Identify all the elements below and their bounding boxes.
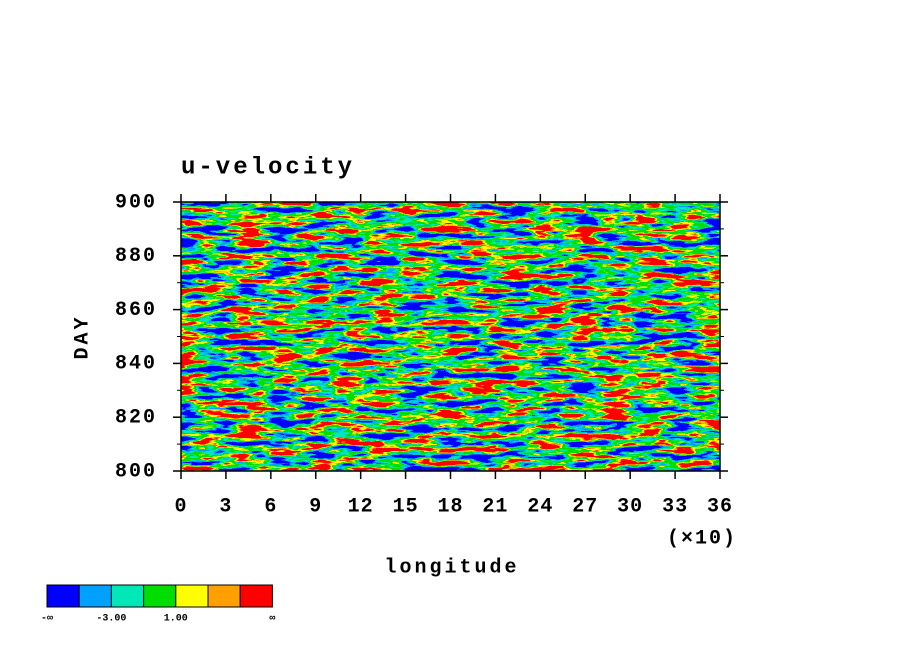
x-tick-label: 36: [707, 495, 733, 518]
shaded-field: [181, 202, 720, 471]
x-tick-label: 15: [393, 495, 419, 518]
x-tick-label: 33: [662, 495, 688, 518]
x-tick-label: 24: [527, 495, 553, 518]
colorbar-swatch: [110, 584, 145, 608]
x-tick-label: 12: [348, 495, 374, 518]
x-tick-label: 6: [264, 495, 277, 518]
x-tick-label: 18: [437, 495, 463, 518]
colorbar-swatch: [143, 584, 177, 608]
x-tick-label: 0: [174, 495, 187, 518]
colorbar-label: -3.00: [96, 614, 126, 625]
x-tick-label: 30: [617, 495, 643, 518]
colorbar-swatch: [175, 584, 209, 608]
colorbar-label: 1.00: [164, 614, 188, 625]
x-axis-multiplier: (×10): [667, 527, 737, 550]
y-tick-label: 840: [115, 353, 157, 376]
y-tick-label: 820: [115, 406, 157, 429]
y-axis-label: DAY: [71, 314, 94, 359]
y-tick-label: 860: [115, 299, 157, 322]
x-tick-label: 21: [482, 495, 508, 518]
x-tick-label: 9: [309, 495, 322, 518]
colorbar-label: ∞: [269, 614, 275, 625]
colorbar-label: -∞: [41, 614, 53, 625]
x-axis-label: longitude: [384, 556, 519, 579]
colorbar-swatch: [46, 584, 80, 608]
x-tick-label: 3: [219, 495, 232, 518]
x-tick-label: 27: [572, 495, 598, 518]
y-tick-label: 800: [115, 460, 157, 483]
colorbar-swatch: [78, 584, 112, 608]
colorbar-swatch: [207, 584, 241, 608]
y-tick-label: 900: [115, 191, 157, 214]
y-tick-label: 880: [115, 245, 157, 268]
chart-title: u-velocity: [181, 154, 355, 181]
colorbar-swatch: [239, 584, 273, 608]
